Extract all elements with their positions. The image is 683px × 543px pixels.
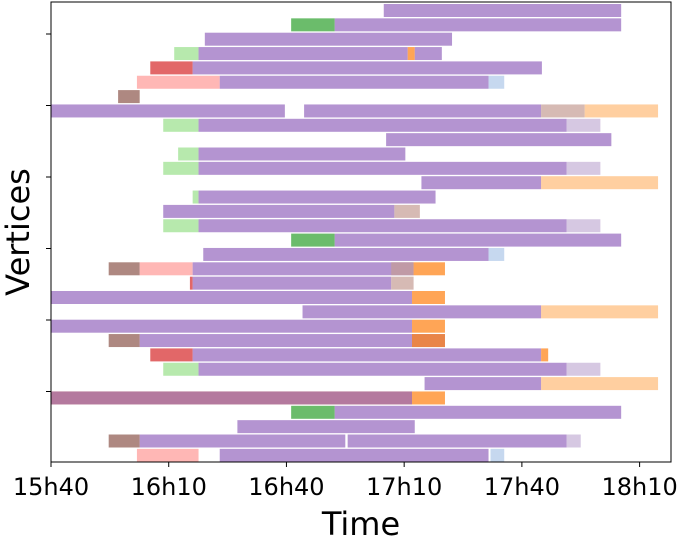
task-bar (198, 219, 567, 233)
task-bar (304, 104, 542, 118)
task-bar (189, 276, 193, 290)
task-bar (541, 377, 659, 391)
task-bar (150, 348, 193, 362)
y-axis-label: Vertices (0, 168, 37, 296)
task-bar (51, 391, 413, 405)
x-tick-label: 16h40 (248, 473, 324, 501)
task-bar (541, 176, 659, 190)
task-bar (334, 405, 622, 419)
task-bar (424, 377, 542, 391)
x-tick-label: 16h10 (131, 473, 207, 501)
task-bar (163, 219, 199, 233)
task-bar (566, 434, 581, 448)
task-bar (139, 434, 346, 448)
task-bar (198, 161, 567, 175)
task-bar (407, 47, 415, 61)
task-bar (386, 133, 612, 147)
task-bar (163, 118, 199, 132)
task-bar (566, 362, 601, 376)
task-bar (541, 104, 585, 118)
task-bar (198, 118, 567, 132)
task-bar (412, 391, 445, 405)
task-bar (291, 233, 335, 247)
task-bar (291, 18, 335, 32)
task-bar (291, 405, 335, 419)
bars-group (51, 4, 659, 462)
task-bar (334, 18, 622, 32)
task-bar (383, 4, 622, 17)
task-bar (394, 204, 420, 218)
task-bar (139, 262, 193, 276)
task-bar (566, 118, 601, 132)
task-bar (163, 204, 395, 218)
task-bar (219, 75, 489, 89)
task-bar (163, 161, 199, 175)
task-bar (412, 319, 445, 333)
task-bar (488, 75, 505, 89)
x-axis-label: Time (321, 505, 400, 543)
task-bar (488, 247, 505, 261)
task-bar (136, 75, 220, 89)
task-bar (391, 276, 414, 290)
x-tick-label: 18h10 (601, 473, 677, 501)
task-bar (192, 190, 199, 204)
y-axis (46, 33, 51, 392)
task-bar (108, 262, 140, 276)
task-bar (174, 47, 199, 61)
task-bar (237, 420, 415, 434)
task-bar (490, 448, 505, 462)
task-bar (414, 47, 442, 61)
task-bar (302, 305, 542, 319)
task-bar (198, 190, 436, 204)
task-bar (192, 262, 414, 276)
task-bar (204, 32, 453, 46)
task-bar (136, 448, 199, 462)
task-bar (150, 61, 193, 75)
task-bar (192, 276, 392, 290)
task-bar (198, 362, 567, 376)
task-bar (421, 176, 542, 190)
task-bar (192, 348, 542, 362)
task-bar (413, 262, 445, 276)
x-tick-label: 17h40 (484, 473, 560, 501)
task-bar (163, 362, 199, 376)
task-bar (108, 434, 140, 448)
task-bar (198, 147, 406, 161)
task-bar (108, 334, 140, 348)
task-bar (198, 47, 408, 61)
task-bar (51, 104, 285, 118)
task-bar (412, 291, 445, 304)
x-tick-label: 15h40 (13, 473, 89, 501)
task-bar (347, 434, 567, 448)
task-bar (118, 90, 140, 104)
x-tick-label: 17h10 (366, 473, 442, 501)
task-bar (541, 348, 549, 362)
task-bar (219, 448, 489, 462)
task-bar (139, 334, 445, 348)
task-bar (566, 161, 601, 175)
task-bar (412, 334, 445, 348)
task-bar (391, 262, 414, 276)
task-bar (203, 247, 489, 261)
task-bar (51, 291, 413, 304)
task-bar (51, 319, 413, 333)
plot-frame (50, 1, 672, 463)
task-bar (566, 219, 601, 233)
task-bar (541, 305, 659, 319)
task-bar (584, 104, 659, 118)
task-bar (192, 61, 542, 75)
x-axis: 15h40 16h10 16h40 17h10 17h40 18h10 (13, 462, 678, 501)
task-bar (334, 233, 622, 247)
task-bar (178, 147, 199, 161)
